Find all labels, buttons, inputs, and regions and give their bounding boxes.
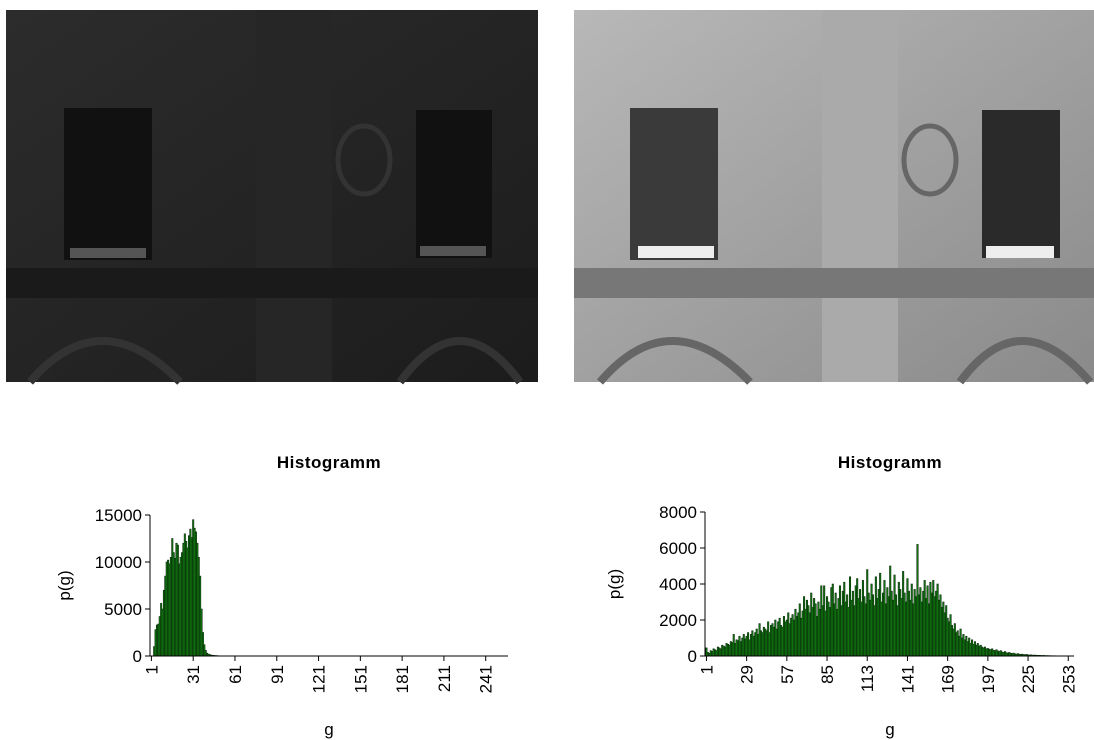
x-tick-label: 31	[184, 665, 203, 684]
chart-title: Histogramm	[838, 453, 942, 472]
x-tick-label: 61	[226, 665, 245, 684]
x-tick-label: 1	[142, 665, 161, 674]
x-tick-label: 113	[858, 665, 877, 692]
y-tick-label: 0	[688, 647, 697, 666]
y-tick-label: 0	[133, 647, 142, 666]
x-tick-label: 169	[939, 665, 958, 693]
x-tick-label: 225	[1019, 665, 1038, 693]
x-tick-label: 121	[310, 665, 329, 693]
y-tick-label: 6000	[659, 539, 697, 558]
y-tick-label: 10000	[95, 553, 142, 572]
x-tick-label: 1	[697, 665, 716, 674]
x-tick-label: 211	[435, 665, 454, 692]
x-tick-label: 57	[778, 665, 797, 684]
x-tick-label: 151	[351, 665, 370, 693]
x-tick-label: 197	[979, 665, 998, 693]
y-tick-label: 4000	[659, 575, 697, 594]
figure: Histogrammgp(g)0500010000150001316191121…	[0, 0, 1094, 740]
photo-dark	[6, 10, 538, 382]
x-tick-label: 241	[477, 665, 496, 693]
x-tick-label: 141	[898, 665, 917, 693]
x-tick-label: 29	[738, 665, 757, 684]
x-tick-label: 253	[1059, 665, 1078, 693]
y-tick-label: 2000	[659, 611, 697, 630]
y-tick-label: 15000	[95, 506, 142, 525]
y-axis-label: p(g)	[605, 569, 624, 599]
x-axis-label: g	[324, 720, 333, 739]
x-tick-label: 85	[818, 665, 837, 684]
x-axis-label: g	[885, 720, 894, 739]
y-axis-label: p(g)	[55, 570, 74, 600]
x-tick-label: 91	[268, 665, 287, 684]
photo-bright	[574, 10, 1094, 382]
y-tick-label: 8000	[659, 503, 697, 522]
y-tick-label: 5000	[104, 600, 142, 619]
chart-title: Histogramm	[277, 453, 381, 472]
x-tick-label: 181	[393, 665, 412, 693]
